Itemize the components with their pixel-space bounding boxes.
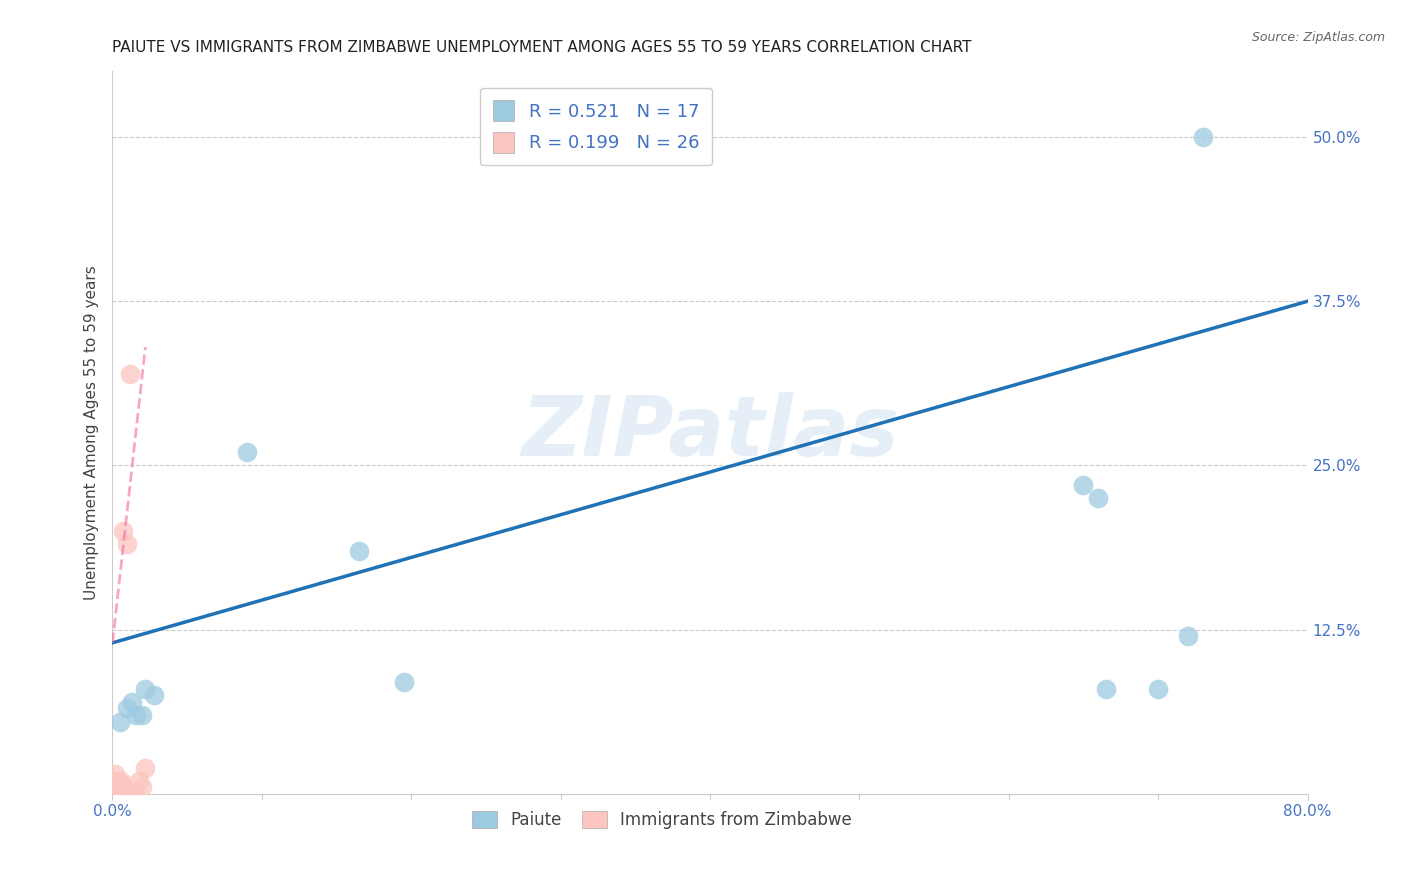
Point	[101, 780, 124, 795]
Point	[1073, 478, 1095, 492]
Point	[236, 445, 259, 459]
Point	[1192, 130, 1215, 145]
Point	[101, 787, 124, 801]
Point	[124, 787, 146, 801]
Point	[125, 708, 148, 723]
Point	[110, 773, 132, 788]
Point	[117, 537, 139, 551]
Point	[131, 780, 153, 795]
Point	[114, 780, 135, 795]
Point	[105, 787, 128, 801]
Point	[107, 773, 129, 788]
Point	[1147, 681, 1170, 696]
Point	[107, 787, 129, 801]
Point	[104, 787, 127, 801]
Point	[108, 780, 131, 795]
Point	[121, 695, 143, 709]
Point	[143, 689, 166, 703]
Point	[392, 675, 415, 690]
Y-axis label: Unemployment Among Ages 55 to 59 years: Unemployment Among Ages 55 to 59 years	[83, 265, 98, 600]
Point	[103, 773, 125, 788]
Point	[347, 544, 370, 558]
Point	[1095, 681, 1118, 696]
Point	[131, 708, 153, 723]
Point	[1177, 629, 1199, 643]
Point	[108, 714, 131, 729]
Point	[550, 130, 572, 145]
Point	[1087, 491, 1109, 506]
Point	[105, 780, 128, 795]
Point	[110, 787, 132, 801]
Point	[134, 681, 156, 696]
Point	[117, 701, 139, 715]
Text: Source: ZipAtlas.com: Source: ZipAtlas.com	[1251, 31, 1385, 45]
Point	[111, 524, 134, 538]
Point	[103, 787, 125, 801]
Point	[120, 367, 142, 381]
Point	[128, 773, 150, 788]
Point	[104, 767, 127, 781]
Point	[114, 787, 135, 801]
Legend: Paiute, Immigrants from Zimbabwe: Paiute, Immigrants from Zimbabwe	[465, 805, 859, 836]
Point	[101, 773, 124, 788]
Point	[134, 761, 156, 775]
Point	[118, 787, 141, 801]
Point	[108, 787, 131, 801]
Text: PAIUTE VS IMMIGRANTS FROM ZIMBABWE UNEMPLOYMENT AMONG AGES 55 TO 59 YEARS CORREL: PAIUTE VS IMMIGRANTS FROM ZIMBABWE UNEMP…	[112, 40, 972, 55]
Text: ZIPatlas: ZIPatlas	[522, 392, 898, 473]
Point	[115, 787, 138, 801]
